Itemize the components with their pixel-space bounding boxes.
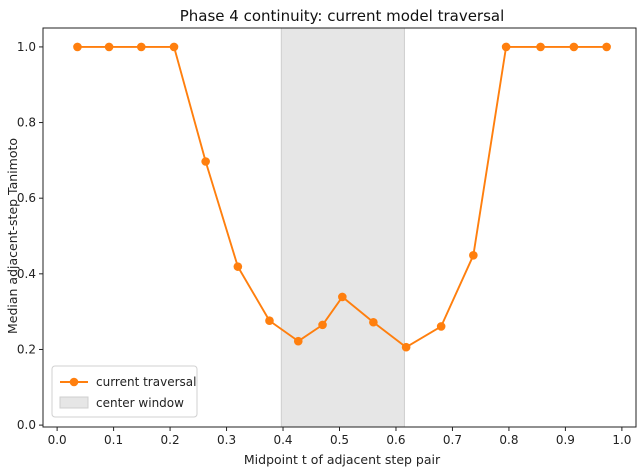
data-point [338,292,347,302]
data-point [401,342,411,352]
x-tick-label: 0.0 [48,433,67,447]
data-point [536,42,545,52]
x-tick-label: 0.4 [273,433,292,447]
legend: current traversal center window [51,365,198,418]
data-point [369,317,378,327]
y-tick-label: 0.2 [17,342,36,356]
x-tick-label: 0.5 [330,433,349,447]
data-point [318,320,327,330]
data-point [233,262,243,271]
chart-title: Phase 4 continuity: current model traver… [180,7,505,25]
x-axis-title: Midpoint t of adjacent step pair [244,452,441,467]
x-tick-label: 1.0 [612,433,631,447]
data-point [169,42,179,52]
data-point [293,336,303,346]
legend-marker-swatch [69,377,79,387]
data-point [104,42,114,52]
x-tick-label: 0.1 [104,433,123,447]
data-point [469,250,478,260]
x-tick-label: 0.2 [161,433,180,447]
data-point [201,157,210,166]
y-tick-label: 0.8 [17,116,36,130]
y-tick-label: 0.4 [17,267,36,281]
series-line [77,45,607,349]
y-tick-label: 0.0 [17,418,36,432]
data-point [265,316,274,326]
x-tick-label: 0.7 [443,433,462,447]
legend-label-series: current traversal [96,375,196,389]
data-point [501,42,511,52]
y-tick-label: 0.6 [17,191,36,205]
y-axis-title: Median adjacent-step Tanimoto [5,138,20,334]
data-point [569,42,579,52]
legend-label-region: center window [96,396,184,410]
data-point [136,42,146,52]
x-tick-label: 0.3 [217,433,236,447]
legend-region-swatch [59,396,89,409]
y-tick-label: 1.0 [17,40,36,54]
x-tick-label: 0.9 [556,433,575,447]
data-point [602,42,611,52]
data-point [73,42,82,52]
data-point [436,322,446,331]
plot-area: 0.0 0.1 0.2 0.3 0.4 0.5 0.6 0.7 0.8 0.9 1.0 0.0 0.2 0… [17,27,637,447]
center-window-region [280,27,405,428]
x-tick-label: 0.8 [499,433,518,447]
x-tick-label: 0.6 [386,433,405,447]
